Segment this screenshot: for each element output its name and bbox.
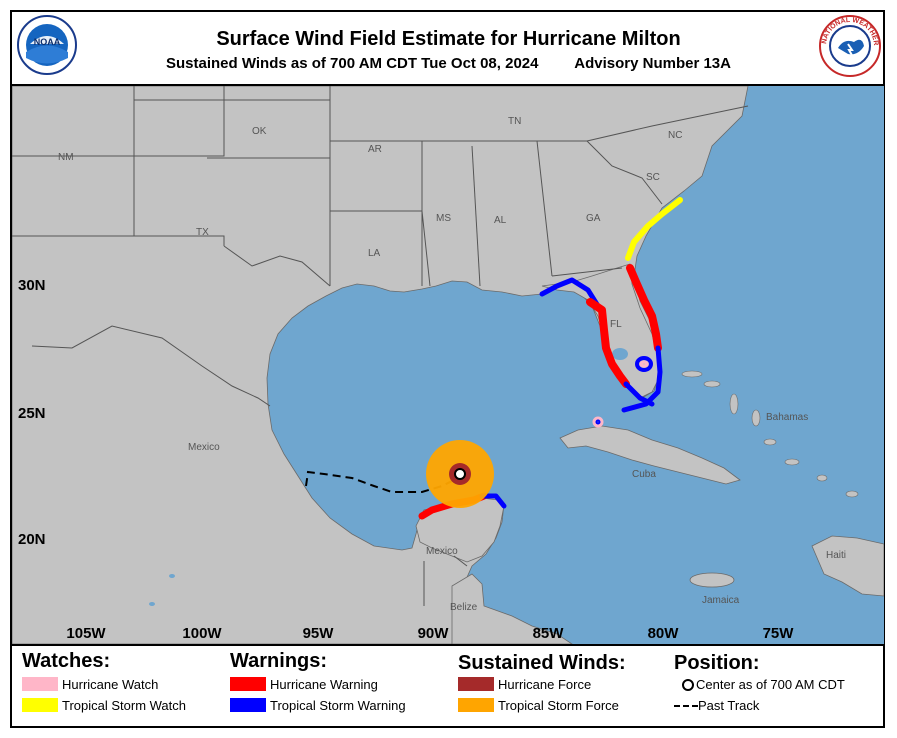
hurricane-force-label: Hurricane Force bbox=[498, 677, 592, 692]
inland-water bbox=[149, 348, 628, 606]
lat-label-25n: 25N bbox=[18, 405, 46, 422]
noaa-logo-text: NOAA bbox=[34, 37, 61, 47]
label-la: LA bbox=[368, 248, 381, 259]
label-mexico-west: Mexico bbox=[188, 442, 220, 453]
longitude-labels: 105W 100W 95W 90W 85W 80W 75W bbox=[66, 625, 794, 642]
hurricane-warning-swatch bbox=[230, 677, 266, 691]
label-tn: TN bbox=[508, 116, 521, 127]
page-subtitle: Sustained Winds as of 700 AM CDT Tue Oct… bbox=[0, 55, 897, 72]
nws-logo: NATIONAL WEATHER SERVICE bbox=[815, 9, 882, 78]
lon-label-75w: 75W bbox=[763, 625, 795, 642]
lon-label-90w: 90W bbox=[418, 625, 450, 642]
ts-force-label: Tropical Storm Force bbox=[498, 698, 619, 713]
ts-force-swatch bbox=[458, 698, 494, 712]
subtitle-time: Sustained Winds as of 700 AM CDT Tue Oct… bbox=[166, 55, 539, 72]
map-svg: 105W 100W 95W 90W 85W 80W 75W 30N 25N 20… bbox=[12, 86, 884, 644]
label-ga: GA bbox=[586, 213, 601, 224]
ts-warning-lake-okeechobee bbox=[635, 356, 653, 372]
ts-warning-dry-tortugas bbox=[595, 419, 601, 425]
bahamas-islands bbox=[681, 370, 859, 498]
cuba-land bbox=[559, 425, 741, 485]
ts-warning-swatch bbox=[230, 698, 266, 712]
label-fl: FL bbox=[610, 319, 622, 330]
lon-label-100w: 100W bbox=[182, 625, 222, 642]
subtitle-advisory: Advisory Number 13A bbox=[574, 55, 731, 72]
ts-watch-swatch bbox=[22, 698, 58, 712]
center-position-label: Center as of 700 AM CDT bbox=[696, 677, 845, 692]
hurricane-warning-fl-east bbox=[626, 264, 662, 352]
legend-position-heading: Position: bbox=[674, 652, 760, 674]
legend-watches-heading: Watches: bbox=[22, 650, 111, 672]
label-jamaica: Jamaica bbox=[702, 595, 740, 606]
hurricane-watch-label: Hurricane Watch bbox=[62, 677, 159, 692]
ts-warning-big-bend bbox=[539, 277, 601, 309]
label-al: AL bbox=[494, 215, 507, 226]
ts-warning-label: Tropical Storm Warning bbox=[270, 698, 406, 713]
ts-watch-label: Tropical Storm Watch bbox=[62, 698, 187, 713]
lon-label-80w: 80W bbox=[648, 625, 680, 642]
label-nm: NM bbox=[58, 152, 74, 163]
hurricane-watch-dry-tortugas bbox=[592, 416, 604, 428]
lat-label-20n: 20N bbox=[18, 531, 46, 548]
label-ok: OK bbox=[252, 126, 267, 137]
ts-warning-fl-southwest bbox=[623, 381, 655, 407]
ts-warning-fl-south bbox=[621, 345, 663, 413]
label-cuba: Cuba bbox=[632, 469, 656, 480]
ts-watch-ga-sc bbox=[625, 197, 683, 261]
label-sc: SC bbox=[646, 172, 660, 183]
lon-label-85w: 85W bbox=[533, 625, 565, 642]
hispaniola-land bbox=[811, 535, 884, 597]
legend-warnings-heading: Warnings: bbox=[230, 650, 328, 672]
label-mexico-yucatan: Mexico bbox=[426, 546, 458, 557]
central-america-land bbox=[451, 573, 573, 644]
label-nc: NC bbox=[668, 130, 682, 141]
label-ms: MS bbox=[436, 213, 451, 224]
lon-label-95w: 95W bbox=[303, 625, 335, 642]
label-belize: Belize bbox=[450, 602, 478, 613]
center-marker-icon bbox=[682, 679, 694, 691]
page-title: Surface Wind Field Estimate for Hurrican… bbox=[216, 28, 681, 50]
storm-center-marker bbox=[454, 468, 466, 480]
map-panel: 105W 100W 95W 90W 85W 80W 75W 30N 25N 20… bbox=[12, 84, 884, 646]
past-track-icon bbox=[674, 705, 698, 707]
label-ar: AR bbox=[368, 144, 382, 155]
hurricane-watch-swatch bbox=[22, 677, 58, 691]
label-bahamas: Bahamas bbox=[766, 412, 808, 423]
lon-label-105w: 105W bbox=[66, 625, 106, 642]
jamaica-land bbox=[689, 572, 735, 588]
lat-label-30n: 30N bbox=[18, 277, 46, 294]
noaa-logo: NOAA bbox=[16, 14, 78, 76]
hurricane-warning-label: Hurricane Warning bbox=[270, 677, 378, 692]
legend-winds-heading: Sustained Winds: bbox=[458, 652, 626, 674]
hurricane-watch-lake bbox=[639, 360, 649, 368]
hurricane-force-swatch bbox=[458, 677, 494, 691]
label-haiti: Haiti bbox=[826, 550, 846, 561]
latitude-labels: 30N 25N 20N bbox=[18, 277, 46, 548]
past-track-label: Past Track bbox=[698, 698, 760, 713]
ts-warning-yucatan bbox=[479, 493, 507, 509]
political-borders bbox=[12, 86, 749, 606]
region-labels: NM OK AR TN NC SC TX MS AL GA LA FL Mexi… bbox=[58, 116, 846, 613]
hurricane-warning-fl-west bbox=[586, 298, 630, 388]
label-tx: TX bbox=[196, 227, 209, 238]
